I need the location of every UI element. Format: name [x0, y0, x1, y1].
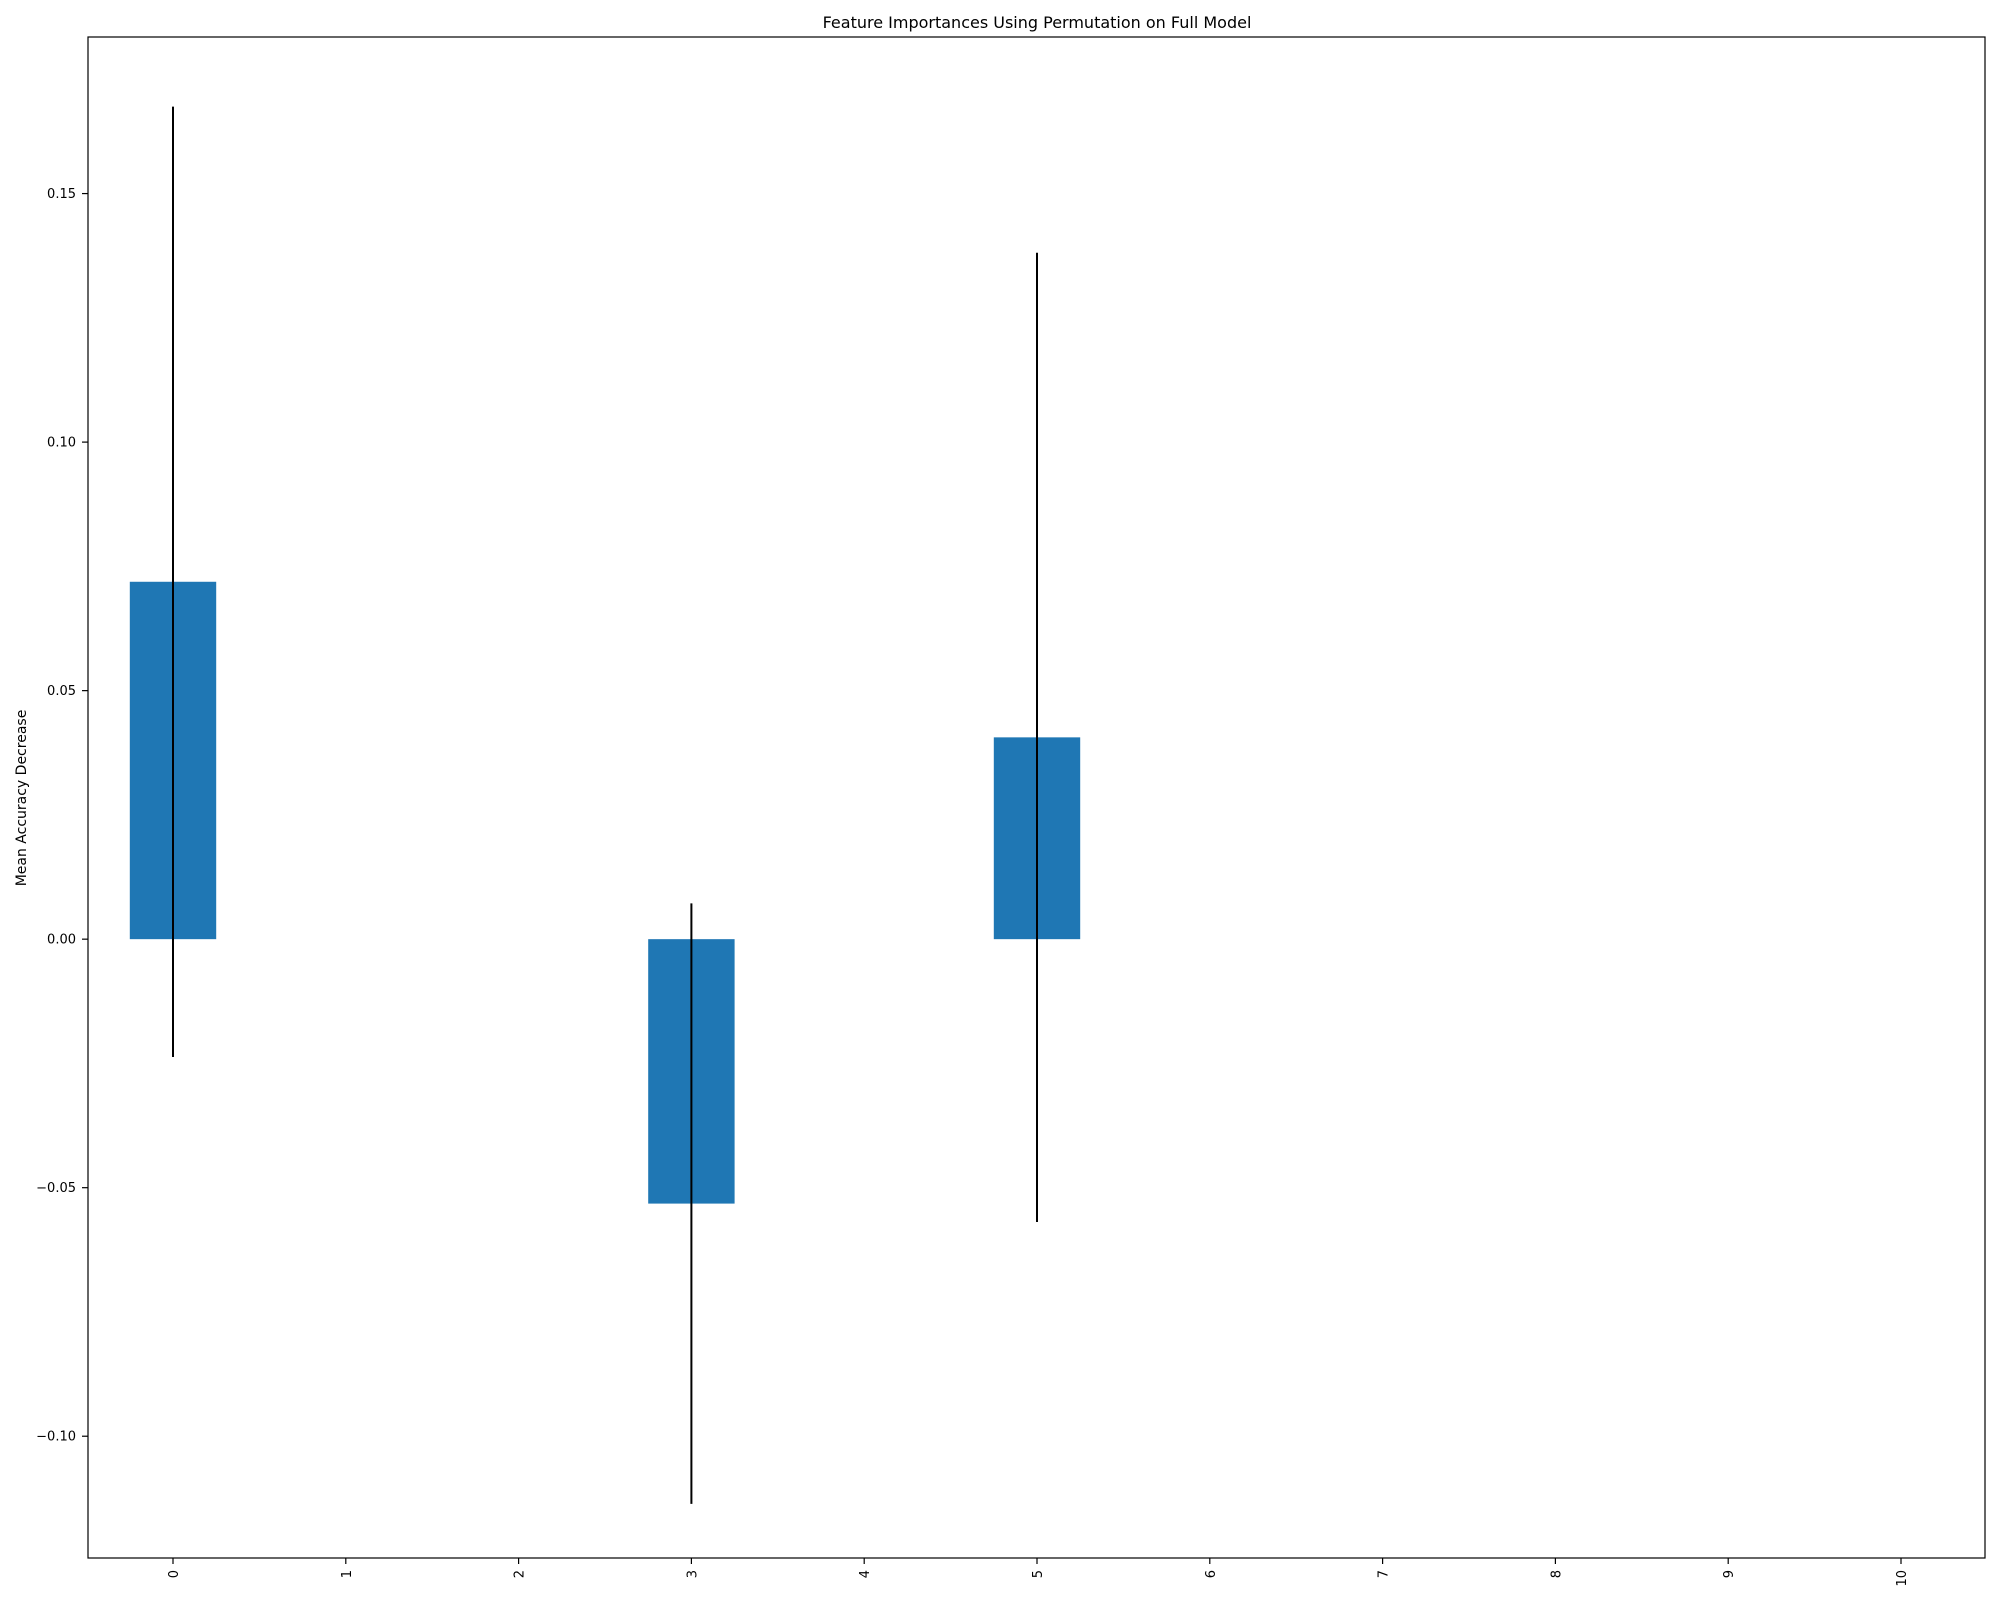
y-tick-label: −0.10 — [36, 1430, 76, 1445]
x-tick-label: 8 — [1549, 1570, 1564, 1578]
x-tick-label: 0 — [167, 1570, 182, 1578]
x-tick-label: 1 — [340, 1570, 355, 1578]
y-tick-label: 0.10 — [47, 436, 76, 451]
chart-title: Feature Importances Using Permutation on… — [823, 13, 1252, 32]
x-tick-label: 3 — [685, 1570, 700, 1578]
x-tick-label: 4 — [858, 1570, 873, 1578]
x-tick-label: 2 — [513, 1570, 528, 1578]
y-tick-label: 0.05 — [47, 684, 76, 699]
y-tick-label: 0.00 — [47, 933, 76, 948]
x-tick-label: 10 — [1895, 1570, 1910, 1587]
x-tick-label: 9 — [1722, 1570, 1737, 1578]
x-tick-label: 5 — [1031, 1570, 1046, 1578]
y-axis-label: Mean Accuracy Decrease — [14, 710, 30, 887]
x-tick-label: 6 — [1204, 1570, 1219, 1578]
plot-area: −0.10 −0.05 0.00 0.05 0.10 0.15 0 1 2 3 4 5 6 7 8 9 10 — [36, 36, 1986, 1587]
y-tick-label: −0.05 — [36, 1181, 76, 1196]
y-tick-label: 0.15 — [47, 187, 76, 202]
x-tick-label: 7 — [1377, 1570, 1392, 1578]
